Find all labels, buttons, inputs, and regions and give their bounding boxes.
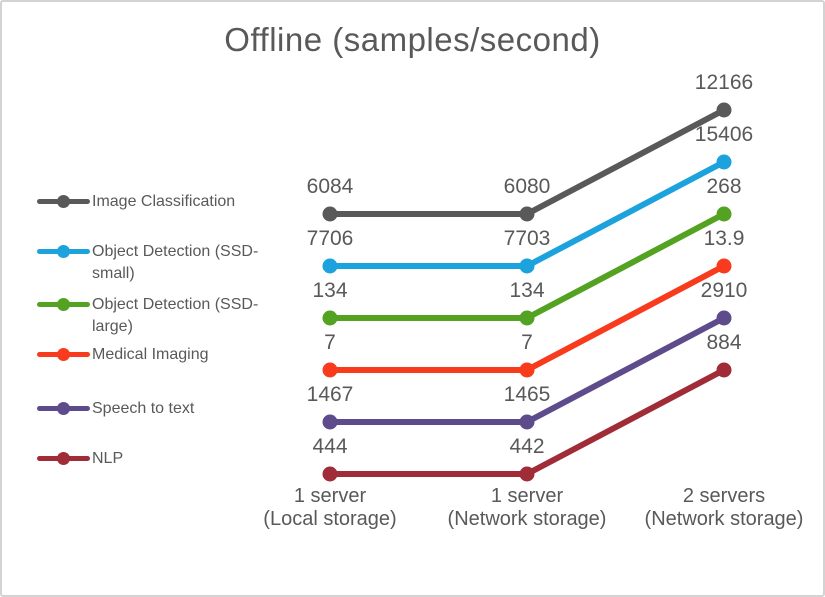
data-point-object-detection-ssd-large-0[interactable] xyxy=(322,310,338,326)
legend-item-object-detection-ssd-large[interactable]: Object Detection (SSD-large) xyxy=(37,294,277,338)
data-point-object-detection-ssd-large-1[interactable] xyxy=(519,310,535,326)
data-point-nlp-1[interactable] xyxy=(519,466,535,482)
legend-label-medical-imaging: Medical Imaging xyxy=(92,346,209,363)
legend-label-image-classification: Image Classification xyxy=(92,193,236,210)
data-point-image-classification-2[interactable] xyxy=(716,102,732,118)
legend-label-object-detection-ssd-large: Object Detection (SSD-large) xyxy=(92,296,259,335)
data-point-medical-imaging-0[interactable] xyxy=(322,362,338,378)
legend-label-nlp: NLP xyxy=(92,450,124,467)
data-point-object-detection-ssd-large-2[interactable] xyxy=(716,206,732,222)
legend-marker-icon-nlp xyxy=(37,452,90,465)
data-point-object-detection-ssd-small-0[interactable] xyxy=(322,258,338,274)
data-point-speech-to-text-2[interactable] xyxy=(716,310,732,326)
data-point-image-classification-1[interactable] xyxy=(519,206,535,222)
legend-marker-icon-object-detection-ssd-large xyxy=(37,298,90,311)
legend-item-image-classification[interactable]: Image Classification xyxy=(37,191,235,213)
legend-item-speech-to-text[interactable]: Speech to text xyxy=(37,398,194,420)
legend-marker-icon-object-detection-ssd-small xyxy=(37,245,90,258)
legend-marker-icon-speech-to-text xyxy=(37,402,90,415)
legend-label-speech-to-text: Speech to text xyxy=(92,400,195,417)
data-point-medical-imaging-2[interactable] xyxy=(716,258,732,274)
data-point-nlp-0[interactable] xyxy=(322,466,338,482)
legend-label-object-detection-ssd-small: Object Detection (SSD-small) xyxy=(92,243,259,282)
data-point-nlp-2[interactable] xyxy=(716,362,732,378)
data-point-medical-imaging-1[interactable] xyxy=(519,362,535,378)
legend-marker-icon-image-classification xyxy=(37,195,90,208)
legend-item-nlp[interactable]: NLP xyxy=(37,448,123,470)
data-point-speech-to-text-0[interactable] xyxy=(322,414,338,430)
data-point-object-detection-ssd-small-2[interactable] xyxy=(716,154,732,170)
legend-marker-icon-medical-imaging xyxy=(37,348,90,361)
data-point-object-detection-ssd-small-1[interactable] xyxy=(519,258,535,274)
data-point-speech-to-text-1[interactable] xyxy=(519,414,535,430)
data-point-image-classification-0[interactable] xyxy=(322,206,338,222)
chart-title: Offline (samples/second) xyxy=(224,21,601,58)
legend-item-medical-imaging[interactable]: Medical Imaging xyxy=(37,344,209,366)
legend-item-object-detection-ssd-small[interactable]: Object Detection (SSD-small) xyxy=(37,241,277,285)
series-line-image-classification[interactable] xyxy=(327,107,727,217)
